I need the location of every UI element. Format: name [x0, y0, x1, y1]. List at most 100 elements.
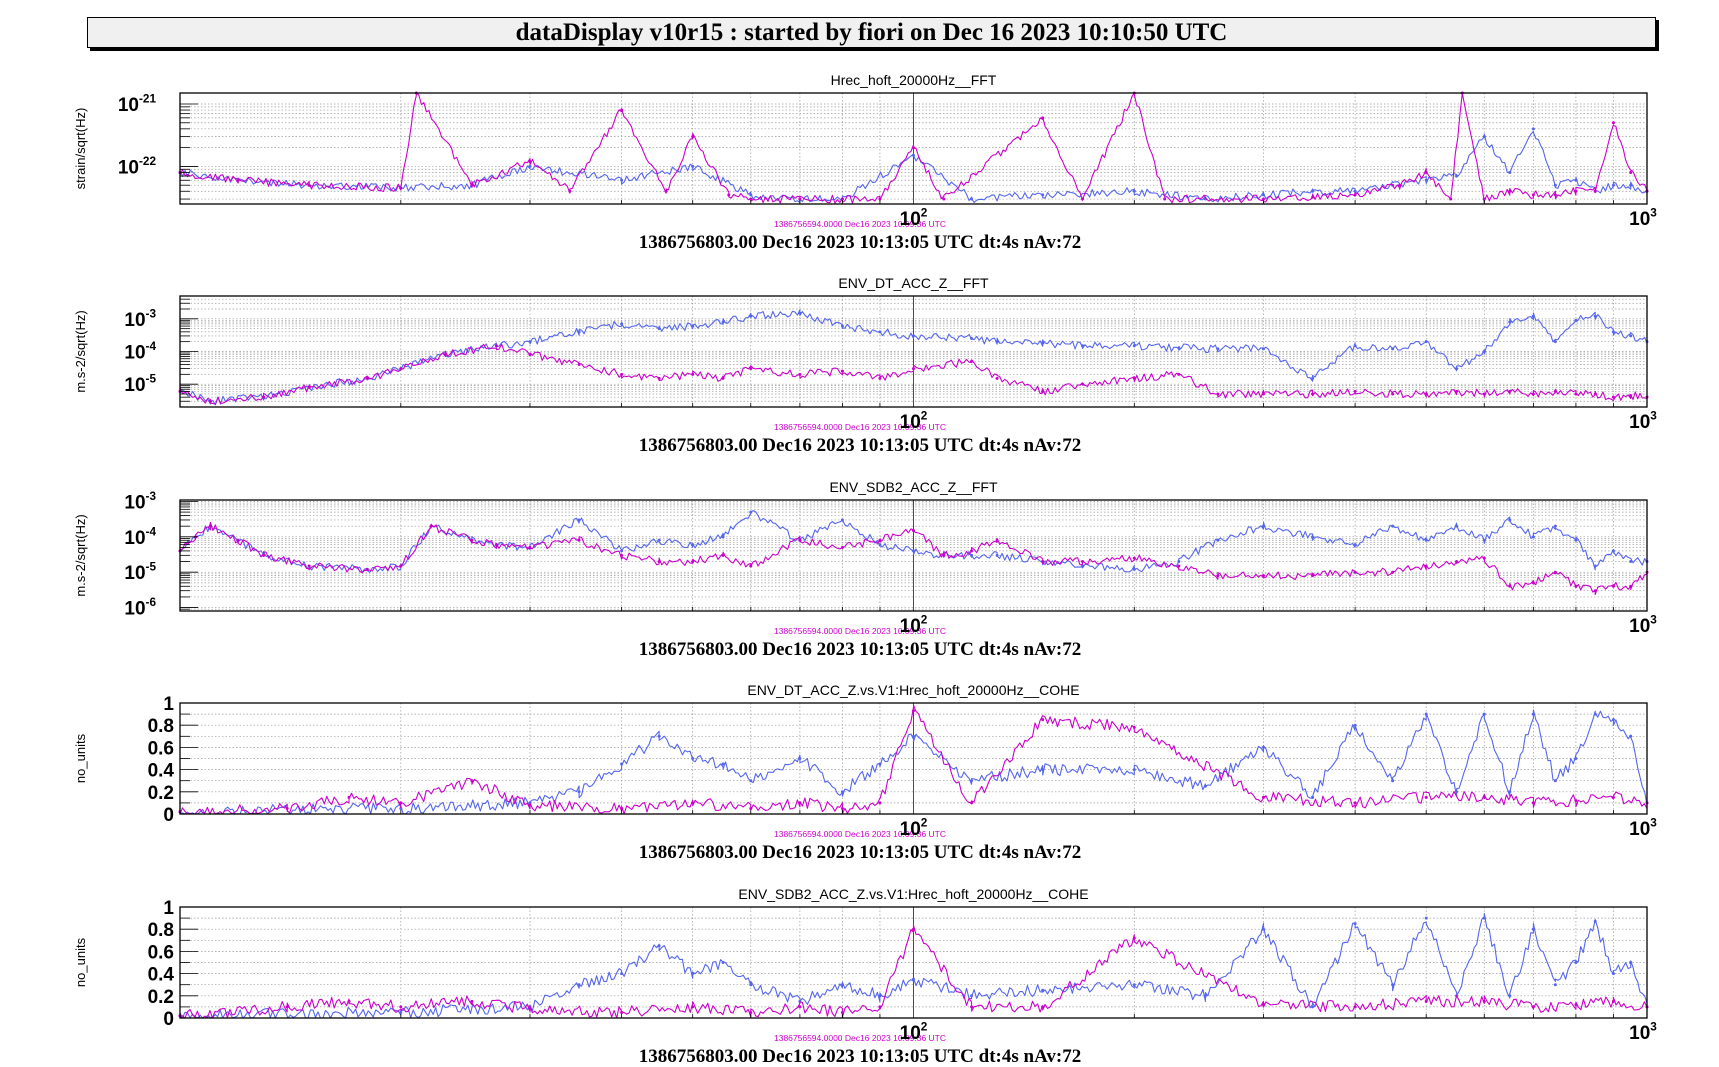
reference-point [620, 372, 624, 376]
reference-point [470, 999, 474, 1003]
current-point [620, 178, 624, 182]
reference-trace [179, 343, 1648, 405]
reference-point [1482, 795, 1486, 799]
current-point [1553, 183, 1557, 187]
current-point [1593, 314, 1597, 318]
current-trace [179, 709, 1648, 815]
current-point [1553, 524, 1557, 528]
current-point [1593, 712, 1597, 716]
reference-point [1424, 999, 1428, 1003]
current-point [1041, 988, 1045, 992]
reference-point [840, 197, 844, 201]
reference-point [620, 1010, 624, 1014]
current-point [1629, 334, 1633, 338]
reference-point [1132, 936, 1136, 940]
reference-timestamp: 1386756594.0000 Dec16 2023 10:09:36 UTC [774, 422, 946, 432]
reference-point [1482, 197, 1486, 201]
current-point [970, 994, 974, 998]
current-point [1629, 560, 1633, 564]
current-point [1611, 549, 1615, 553]
current-point [528, 164, 532, 168]
y-tick-label: 10-5 [124, 561, 156, 585]
current-point [1391, 983, 1395, 987]
reference-timestamp: 1386756594.0000 Dec16 2023 10:09:36 UTC [774, 829, 946, 839]
current-point [878, 762, 882, 766]
reference-point [285, 1005, 289, 1009]
x-tick-label: 103 [1629, 409, 1657, 433]
reference-point [1041, 718, 1045, 722]
current-point [1611, 972, 1615, 976]
reference-point [528, 159, 532, 163]
reference-point [1455, 389, 1459, 393]
current-point [1424, 340, 1428, 344]
current-point [1041, 341, 1045, 345]
reference-point [494, 344, 498, 348]
y-tick-label: 0.6 [148, 942, 174, 963]
current-point [1531, 712, 1535, 716]
plot-title: ENV_SDB2_ACC_Z.vs.V1:Hrec_hoft_20000Hz__… [738, 886, 1088, 902]
current-point [1216, 347, 1220, 351]
y-axis-label: no_units [73, 937, 88, 987]
reference-point [1553, 193, 1557, 197]
current-point [1424, 538, 1428, 542]
reference-point [798, 1005, 802, 1009]
y-tick-label: 10-3 [124, 307, 156, 331]
reference-point [1508, 584, 1512, 588]
current-point [1455, 174, 1459, 178]
current-point [1574, 961, 1578, 964]
reference-point [995, 376, 999, 380]
current-point [691, 164, 695, 168]
reference-point [443, 353, 447, 357]
reference-point [399, 186, 403, 190]
current-point [1553, 779, 1557, 783]
reference-point [1531, 801, 1535, 805]
reference-point [285, 806, 289, 810]
current-point [721, 762, 725, 766]
current-point [691, 972, 695, 976]
reference-point [307, 183, 311, 187]
reference-point [429, 524, 433, 528]
reference-point [691, 560, 695, 564]
current-point [798, 757, 802, 760]
current-point [657, 327, 661, 331]
reference-point [798, 801, 802, 805]
reference-point [1531, 392, 1535, 396]
reference-point [1081, 560, 1085, 564]
reference-trace [179, 521, 1648, 596]
current-point [1132, 189, 1136, 193]
current-point [691, 757, 695, 760]
y-tick-label: 10-3 [124, 490, 156, 514]
current-point [657, 944, 661, 948]
display-title: dataDisplay v10r15 : started by fiori on… [515, 18, 1228, 46]
reference-point [912, 367, 915, 371]
reference-point [528, 545, 532, 549]
current-point [1391, 524, 1395, 528]
reference-point [1574, 584, 1578, 588]
reference-point [878, 538, 882, 542]
current-point [912, 977, 915, 981]
reference-point [1611, 795, 1615, 799]
current-point [1353, 344, 1357, 348]
current-point [970, 197, 974, 201]
axis-ticks [180, 906, 1614, 1019]
current-point [840, 518, 844, 522]
reference-point [1508, 389, 1512, 393]
reference-point [1611, 999, 1615, 1003]
current-point [1593, 564, 1597, 568]
current-point [1482, 538, 1486, 542]
y-tick-label: 10-21 [118, 92, 157, 116]
y-axis-label: strain/sqrt(Hz) [73, 108, 88, 190]
reference-point [399, 1005, 403, 1009]
reference-point [1482, 999, 1486, 1003]
reference-point [798, 197, 802, 201]
current-point [1391, 347, 1395, 351]
reference-point [1311, 574, 1315, 578]
current-point [1261, 347, 1265, 351]
current-point [1353, 189, 1357, 193]
current-point [970, 779, 974, 783]
current-point [1593, 919, 1597, 923]
reference-point [470, 779, 474, 783]
reference-point [1311, 195, 1315, 199]
reference-point [878, 801, 882, 805]
